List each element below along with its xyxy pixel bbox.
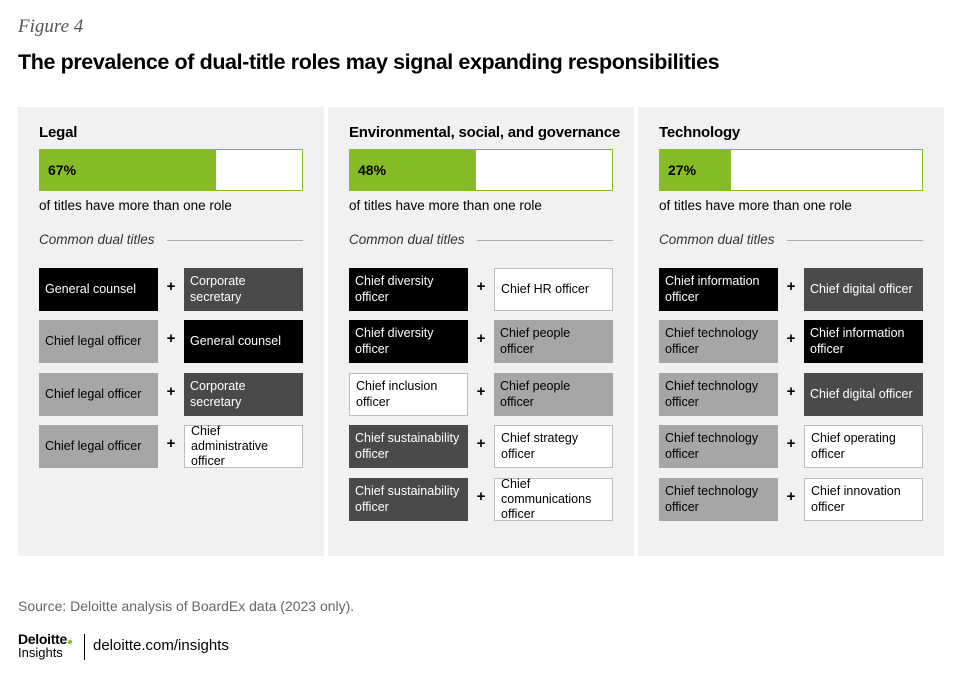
plus-icon: + [476, 435, 486, 452]
bar-caption: of titles have more than one role [659, 198, 852, 213]
dual-title-pair: Chief sustainability officer + Chief commu… [349, 477, 613, 521]
dual-title-pair: General counsel + Corporate secretary [39, 268, 303, 311]
role-box-left: Chief technology officer [659, 373, 778, 416]
dual-titles-heading: Common dual titles [349, 232, 465, 247]
plus-icon: + [786, 330, 796, 347]
role-box-right: Chief HR officer [494, 268, 613, 311]
heading-rule [477, 240, 613, 241]
dual-title-pair: Chief legal officer + Chief administrative… [39, 424, 303, 468]
role-box-left: Chief legal officer [39, 373, 158, 416]
plus-icon: + [786, 278, 796, 295]
panel: Environmental, social, and governance 48%… [328, 107, 634, 556]
dual-title-pair: Chief sustainability officer + Chief strat… [349, 425, 613, 468]
plus-icon: + [786, 435, 796, 452]
percent-bar-fill [350, 150, 476, 190]
role-box-right: Chief communications officer [494, 477, 613, 521]
plus-icon: + [476, 383, 486, 400]
dual-titles-heading: Common dual titles [659, 232, 775, 247]
dual-title-pair: Chief legal officer + Corporate secretary [39, 373, 303, 416]
role-box-left: Chief sustainability officer [349, 425, 468, 468]
dual-title-pair: Chief technology officer + Chief digital o… [659, 373, 923, 416]
dual-title-pair: Chief inclusion officer + Chief people off… [349, 373, 613, 416]
plus-icon: + [476, 488, 486, 505]
plus-icon: + [166, 435, 176, 452]
footer-divider [84, 634, 85, 660]
role-box-left: Chief technology officer [659, 478, 778, 521]
role-box-left: Chief technology officer [659, 320, 778, 363]
role-box-left: Chief diversity officer [349, 320, 468, 363]
percent-bar-fill [40, 150, 216, 190]
role-box-right: Chief people officer [494, 373, 613, 416]
role-box-left: Chief legal officer [39, 320, 158, 363]
role-box-right: Corporate secretary [184, 268, 303, 311]
logo-sub: Insights [18, 645, 63, 660]
role-box-right: Corporate secretary [184, 373, 303, 416]
heading-rule [787, 240, 923, 241]
dual-title-pair: Chief technology officer + Chief innovatio… [659, 478, 923, 521]
heading-rule [167, 240, 303, 241]
dual-titles-heading: Common dual titles [39, 232, 155, 247]
dual-title-pair: Chief legal officer + General counsel [39, 320, 303, 363]
page-title: The prevalence of dual-title roles may s… [18, 50, 720, 74]
percent-bar: 27% [659, 149, 923, 191]
panel-title: Environmental, social, and governance [349, 124, 621, 141]
role-box-right: Chief strategy officer [494, 425, 613, 468]
role-box-left: Chief diversity officer [349, 268, 468, 311]
role-box-right: Chief administrative officer [184, 424, 303, 468]
role-box-right: Chief digital officer [804, 373, 923, 416]
logo-dot-icon [67, 640, 72, 644]
plus-icon: + [786, 488, 796, 505]
source-note: Source: Deloitte analysis of BoardEx dat… [18, 598, 355, 614]
panel-title: Technology [659, 124, 741, 141]
plus-icon: + [786, 383, 796, 400]
dual-title-pair: Chief information officer + Chief digital … [659, 268, 923, 311]
logo-name: Deloitte [18, 631, 67, 647]
panel: Technology 27% of titles have more than on… [638, 107, 944, 556]
percent-label: 48% [358, 162, 387, 178]
plus-icon: + [166, 330, 176, 347]
plus-icon: + [166, 278, 176, 295]
plus-icon: + [476, 278, 486, 295]
role-box-right: Chief innovation officer [804, 478, 923, 521]
role-box-left: Chief inclusion officer [349, 373, 468, 416]
plus-icon: + [166, 383, 176, 400]
panel: Legal 67% of titles have more than one rol… [18, 107, 324, 556]
dual-title-pair: Chief technology officer + Chief informati… [659, 320, 923, 363]
plus-icon: + [476, 330, 486, 347]
role-box-left: Chief sustainability officer [349, 478, 468, 521]
dual-title-pair: Chief diversity officer + Chief HR officer [349, 268, 613, 311]
dual-title-pair: Chief diversity officer + Chief people off… [349, 320, 613, 363]
role-box-right: Chief people officer [494, 320, 613, 363]
percent-bar: 67% [39, 149, 303, 191]
role-box-left: Chief information officer [659, 268, 778, 311]
percent-bar: 48% [349, 149, 613, 191]
bar-caption: of titles have more than one role [349, 198, 542, 213]
figure-label: Figure 4 [18, 16, 84, 37]
role-box-left: Chief technology officer [659, 425, 778, 468]
dual-title-pair: Chief technology officer + Chief operating… [659, 425, 923, 468]
role-box-right: Chief digital officer [804, 268, 923, 311]
bar-caption: of titles have more than one role [39, 198, 232, 213]
percent-label: 27% [668, 162, 697, 178]
panel-title: Legal [39, 124, 78, 141]
footer-link[interactable]: deloitte.com/insights [93, 637, 229, 654]
role-box-right: Chief information officer [804, 320, 923, 363]
role-box-left: Chief legal officer [39, 425, 158, 468]
role-box-right: General counsel [184, 320, 303, 363]
role-box-left: General counsel [39, 268, 158, 311]
role-box-right: Chief operating officer [804, 425, 923, 468]
percent-bar-fill [660, 150, 731, 190]
percent-label: 67% [48, 162, 77, 178]
deloitte-insights-logo: Deloitte Insights [18, 632, 72, 660]
